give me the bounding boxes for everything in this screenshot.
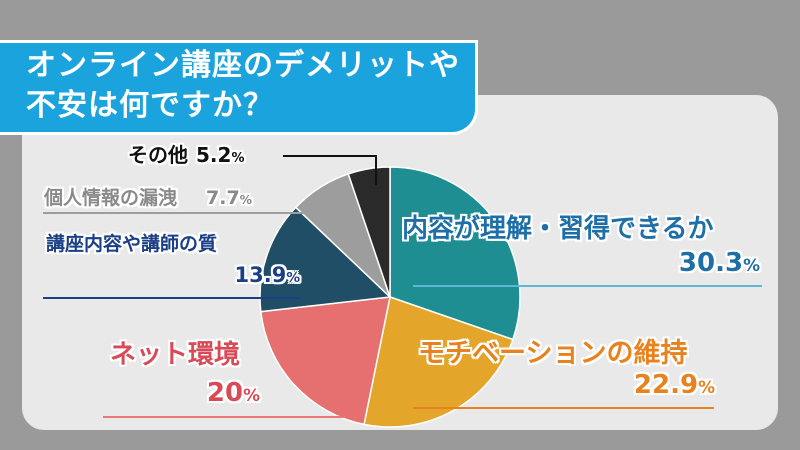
slice-label-motivation: モチベーションの維持 [418,338,688,369]
pie-slice-network [260,296,391,426]
pie-slice-understanding [389,166,521,341]
title-line-2: 不安は何ですか？ [26,88,274,123]
pie-slice-motivation [363,296,514,428]
slice-value-unit: % [743,255,760,275]
slice-label-quality: 講座内容や講師の質 [46,233,218,255]
slice-value-unit: % [286,270,300,286]
pie-slice-other [347,166,391,298]
slice-value-unit: % [698,377,715,397]
slice-value-number: 20 [206,378,244,408]
slice-label-other: その他 [128,143,188,167]
slice-value-number: 30.3 [678,248,744,278]
slice-value-unit: % [239,193,253,207]
slice-value-motivation: 22.9% [634,372,715,398]
slice-label-privacy: 個人情報の漏洩 [44,187,178,209]
title-banner: オンライン講座のデメリットや 不安は何ですか？ [0,40,478,135]
slice-value-unit: % [231,151,245,166]
slice-value-number: 5.2 [196,143,232,167]
slice-value-number: 7.7 [206,187,240,209]
slice-value-unit: % [243,385,260,405]
slice-value-number: 22.9 [633,370,699,400]
leader-line-other [283,155,377,185]
slice-value-network: 20% [207,380,260,406]
slice-value-privacy: 7.7% [206,189,252,208]
slice-value-quality: 13.9% [235,265,301,286]
slice-value-understanding: 30.3% [679,250,760,276]
slice-label-network: ネット環境 [110,340,241,370]
slice-label-understanding: 内容が理解・習得できるか [402,214,714,244]
slice-value-number: 13.9 [234,263,287,287]
slice-value-other: 5.2% [196,145,244,165]
title-line-1: オンライン講座のデメリットや [26,48,460,83]
